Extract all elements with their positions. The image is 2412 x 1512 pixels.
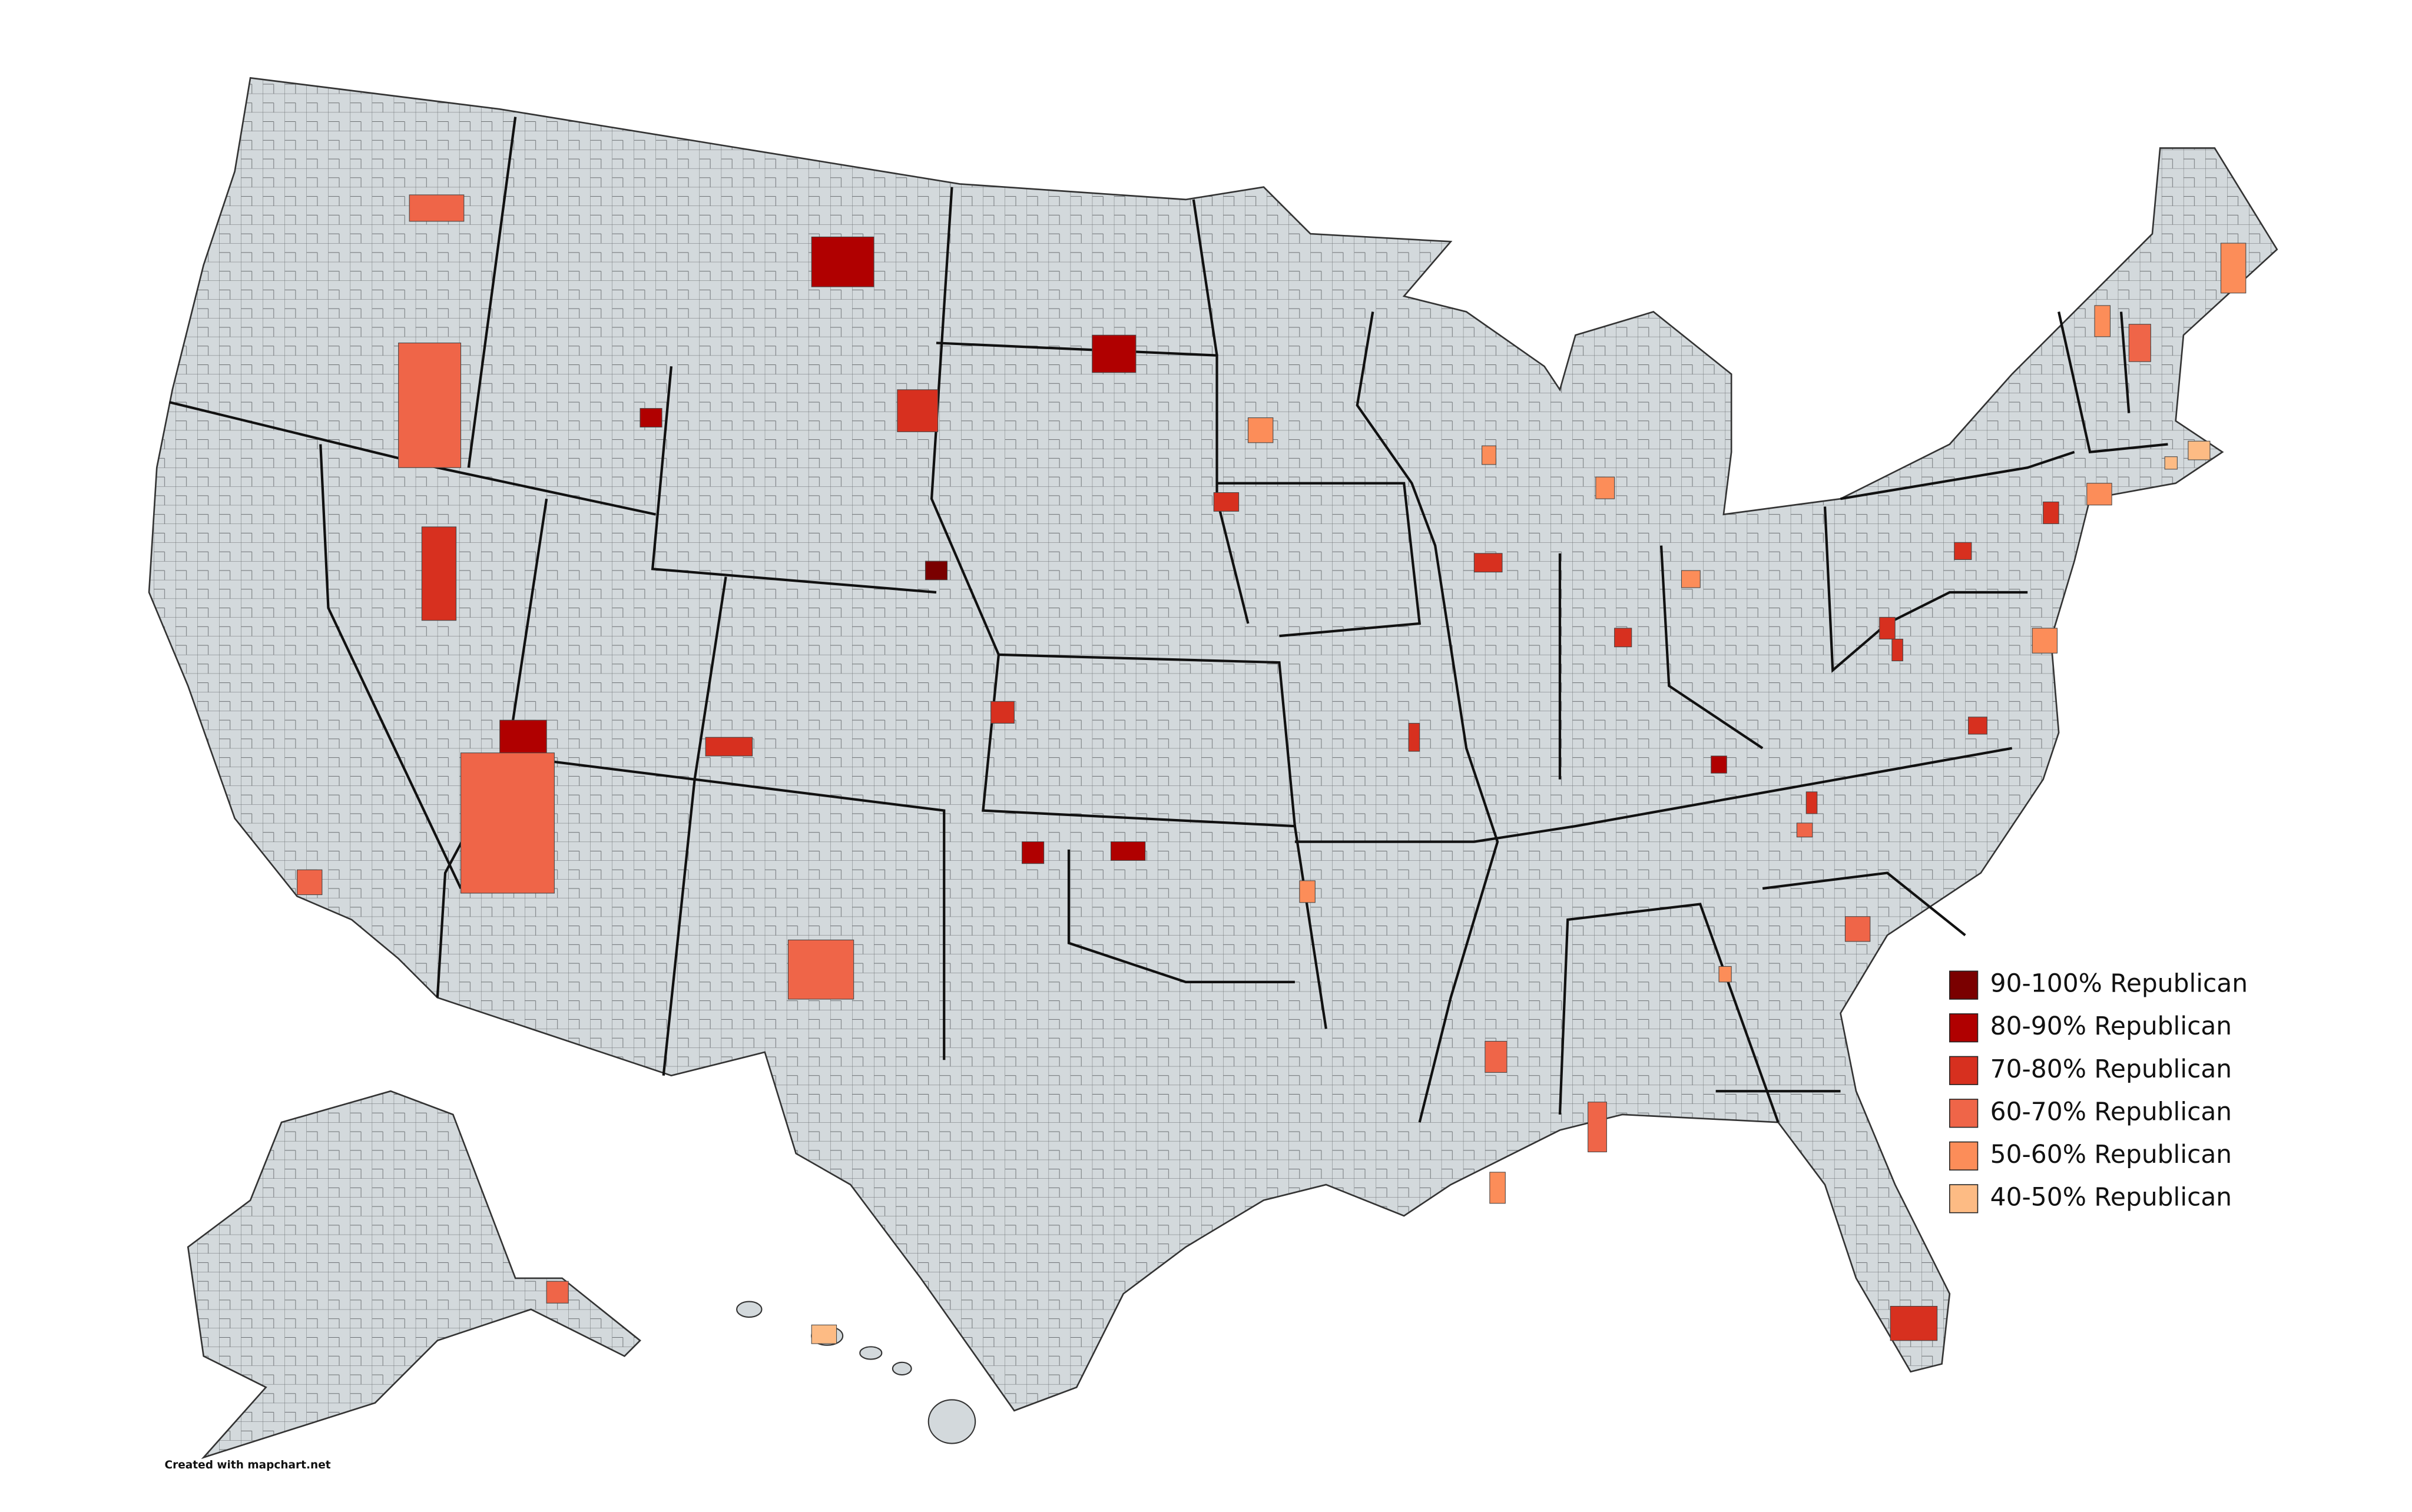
hawaii <box>736 1301 976 1444</box>
alaska <box>187 1090 641 1460</box>
legend-label: 40-50% Republican <box>1990 1182 2232 1211</box>
county <box>409 194 465 222</box>
county <box>2220 243 2247 294</box>
county <box>1718 966 1732 983</box>
county <box>1844 916 1871 942</box>
county <box>2094 305 2111 337</box>
legend-swatch <box>1949 1184 1979 1213</box>
county <box>1473 553 1503 573</box>
county <box>1485 1040 1508 1073</box>
county <box>1968 717 1987 735</box>
county <box>1681 570 1701 588</box>
county <box>1110 841 1146 861</box>
county <box>811 1324 837 1344</box>
county <box>499 719 547 758</box>
county <box>460 752 555 894</box>
land <box>148 77 2278 1460</box>
county <box>1213 492 1240 512</box>
county <box>1890 1306 1938 1341</box>
contiguous-us <box>148 77 2278 1412</box>
county <box>925 561 948 581</box>
legend-swatch <box>1949 1013 1979 1043</box>
county <box>897 389 939 432</box>
county <box>546 1281 569 1304</box>
county <box>640 408 662 427</box>
legend-swatch <box>1949 1056 1979 1085</box>
county <box>2128 324 2151 362</box>
county <box>1092 334 1137 373</box>
county <box>1595 476 1615 499</box>
county <box>1408 722 1420 752</box>
county <box>1796 823 1813 838</box>
legend-label: 60-70% Republican <box>1990 1097 2232 1126</box>
county <box>1489 1172 1506 1204</box>
county <box>811 236 874 287</box>
county <box>2086 483 2112 506</box>
legend-label: 50-60% Republican <box>1990 1140 2232 1169</box>
county <box>2043 501 2059 525</box>
county <box>297 869 323 896</box>
legend-swatch <box>1949 970 1979 1000</box>
legend-label: 80-90% Republican <box>1990 1012 2232 1040</box>
county <box>2032 628 2058 654</box>
legend-label: 70-80% Republican <box>1990 1055 2232 1083</box>
county <box>1482 445 1496 465</box>
county <box>1879 616 1896 639</box>
county <box>1711 755 1727 774</box>
county <box>705 737 753 757</box>
county <box>990 701 1015 724</box>
legend: 90-100% Republican 80-90% Republican 70-80… <box>1949 969 2248 1213</box>
footer: Created with mapchart.net <box>165 1459 331 1471</box>
county <box>1614 628 1632 648</box>
legend-swatch <box>1949 1099 1979 1128</box>
county <box>2188 440 2211 460</box>
county <box>1588 1102 1607 1152</box>
county <box>1022 841 1045 864</box>
highlighted-counties <box>297 194 2247 1344</box>
county <box>1891 638 1903 662</box>
county <box>421 526 457 621</box>
county <box>787 939 854 1000</box>
county <box>1805 791 1818 814</box>
county <box>1247 417 1274 443</box>
county <box>398 342 462 468</box>
state-borders <box>168 117 2168 1123</box>
county <box>1954 542 1972 560</box>
county <box>1299 880 1316 903</box>
legend-swatch <box>1949 1141 1979 1171</box>
legend-label: 90-100% Republican <box>1990 969 2248 998</box>
county <box>2164 456 2178 470</box>
